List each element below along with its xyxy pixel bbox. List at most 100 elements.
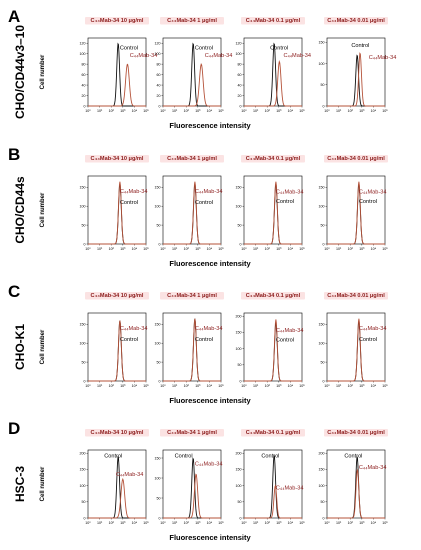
x-axis-label: Fluorescence intensity	[169, 533, 251, 542]
y-tick-label: 100	[236, 52, 242, 56]
x-tick-label: 10⁵	[382, 247, 388, 251]
x-tick-label: 10²	[348, 384, 354, 388]
x-axis-label: Fluorescence intensity	[169, 259, 251, 268]
x-tick-label: 10¹	[336, 247, 342, 251]
y-tick-label: 0	[84, 516, 86, 520]
x-tick-label: 10²	[265, 247, 271, 251]
x-tick-label: 10⁵	[143, 384, 149, 388]
panel-title: C₄₄Mab-34 1 μg/ml	[167, 156, 217, 162]
x-tick-label: 10¹	[97, 247, 103, 251]
control-histogram	[88, 455, 146, 519]
plot-frame	[326, 312, 386, 382]
y-tick-label: 150	[80, 186, 86, 190]
y-tick-label: 0	[159, 242, 161, 246]
y-tick-label: 50	[82, 223, 86, 227]
panel-title-background	[160, 292, 224, 300]
y-tick-label: 0	[240, 242, 242, 246]
x-tick-label: 10⁵	[143, 521, 149, 525]
x-tick-label: 10²	[265, 521, 271, 525]
y-tick-label: 50	[321, 500, 325, 504]
y-tick-label: 100	[155, 52, 161, 56]
x-tick-label: 10⁴	[371, 384, 377, 388]
panel-letter: D	[8, 419, 20, 438]
y-tick-label: 50	[157, 223, 161, 227]
y-tick-label: 0	[240, 379, 242, 383]
x-tick-label: 10¹	[336, 109, 342, 113]
x-tick-label: 10⁰	[85, 109, 91, 113]
x-tick-label: 10⁰	[324, 109, 330, 113]
x-tick-label: 10³	[120, 109, 126, 113]
panel-title-background	[324, 429, 388, 437]
cell-line-label: CHO/CD44v3–10	[13, 25, 27, 119]
x-tick-label: 10⁵	[299, 109, 305, 113]
y-tick-label: 50	[82, 360, 86, 364]
y-tick-label: 40	[238, 83, 242, 87]
x-tick-label: 10⁵	[218, 247, 224, 251]
plot-frame	[326, 449, 386, 519]
y-tick-label: 0	[323, 379, 325, 383]
legend-control-label: Control	[276, 199, 294, 205]
y-tick-label: 100	[155, 342, 161, 346]
x-tick-label: 10²	[348, 247, 354, 251]
y-tick-label: 0	[323, 104, 325, 108]
y-tick-label: 200	[80, 452, 86, 456]
x-tick-label: 10²	[265, 384, 271, 388]
y-tick-label: 100	[236, 347, 242, 351]
y-tick-label: 100	[319, 484, 325, 488]
panel-title-background	[324, 292, 388, 300]
y-tick-label: 60	[238, 73, 242, 77]
legend-control-label: Control	[359, 199, 377, 205]
x-tick-label: 10⁰	[324, 247, 330, 251]
histogram-panel: C₄₄Mab-34 10 μg/ml 0 50 100 150 10⁰ 10¹ 10² 10³ 1…	[80, 292, 149, 388]
row-c: C CHO-K1 Cell number Fluorescence intensity…	[8, 282, 388, 405]
legend-sample-label: C₄₄Mab-34	[283, 53, 311, 59]
sample-histogram	[88, 320, 146, 382]
x-tick-label: 10⁵	[382, 384, 388, 388]
y-tick-label: 0	[323, 516, 325, 520]
x-tick-label: 10¹	[172, 109, 178, 113]
y-tick-label: 20	[157, 94, 161, 98]
panel-title-background	[160, 155, 224, 163]
legend-sample-label: C₄₄Mab-34	[359, 190, 387, 196]
x-tick-label: 10⁴	[132, 521, 138, 525]
histogram-panel: C₄₄Mab-34 0.1 μg/ml 0 50 100 150 200 10⁰ 10¹ 10²…	[236, 292, 305, 388]
control-histogram	[327, 54, 385, 107]
panel-title: C₄₄Mab-34 0.1 μg/ml	[246, 430, 301, 436]
panel-title: C₄₄Mab-34 10 μg/ml	[91, 430, 144, 436]
x-tick-label: 10⁴	[132, 109, 138, 113]
x-tick-label: 10⁵	[143, 247, 149, 251]
x-tick-label: 10³	[195, 521, 201, 525]
legend-control-label: Control	[276, 338, 294, 344]
x-tick-label: 10⁵	[299, 521, 305, 525]
x-tick-label: 10⁵	[218, 384, 224, 388]
y-tick-label: 100	[155, 205, 161, 209]
y-tick-label: 0	[240, 516, 242, 520]
y-tick-label: 40	[157, 83, 161, 87]
sample-histogram	[327, 318, 385, 382]
histogram-panel: C₄₄Mab-34 0.1 μg/ml 0 50 100 150 10⁰ 10¹ 10² 10³…	[236, 155, 305, 251]
y-tick-label: 150	[236, 468, 242, 472]
y-tick-label: 200	[236, 452, 242, 456]
sample-histogram	[244, 484, 302, 519]
legend-control-label: Control	[120, 337, 138, 343]
panel-title: C₄₄Mab-34 1 μg/ml	[167, 430, 217, 436]
y-tick-label: 0	[84, 104, 86, 108]
x-tick-label: 10³	[195, 384, 201, 388]
y-tick-label: 150	[155, 186, 161, 190]
y-tick-label: 0	[159, 379, 161, 383]
sample-histogram	[327, 181, 385, 245]
x-tick-label: 10¹	[172, 247, 178, 251]
legend-sample-label: C₄₄Mab-34	[276, 190, 304, 196]
plot-frame	[162, 312, 222, 382]
x-tick-label: 10⁴	[288, 521, 294, 525]
x-tick-label: 10³	[195, 247, 201, 251]
y-tick-label: 20	[82, 94, 86, 98]
legend-sample-label: C₄₄Mab-34	[276, 485, 304, 491]
y-tick-label: 50	[157, 360, 161, 364]
y-tick-label: 50	[321, 360, 325, 364]
legend-control-label: Control	[195, 200, 213, 206]
legend-control-label: Control	[261, 453, 279, 459]
y-tick-label: 150	[80, 468, 86, 472]
x-tick-label: 10⁰	[241, 384, 247, 388]
